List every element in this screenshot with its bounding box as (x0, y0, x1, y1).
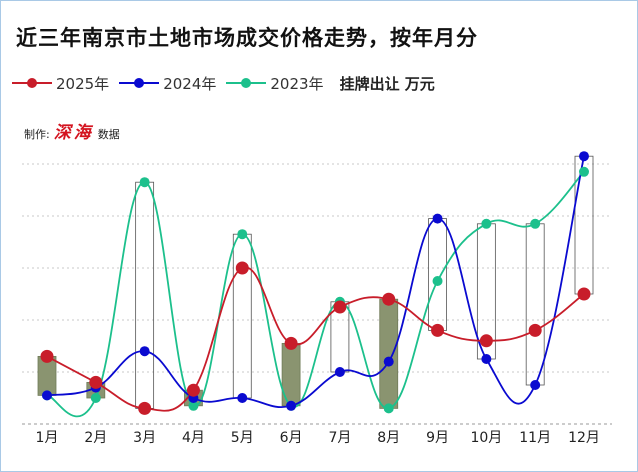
data-point-2025年 (431, 323, 445, 337)
data-point-2024年 (579, 151, 589, 162)
data-point-2025年 (382, 292, 396, 306)
credit-suffix: 数据 (97, 128, 120, 141)
data-point-2023年 (139, 177, 150, 188)
data-point-2025年 (479, 334, 493, 348)
data-point-2024年 (383, 356, 394, 367)
legend-swatch-2024 (119, 76, 160, 90)
range-box (232, 233, 252, 399)
data-point-2025年 (333, 300, 347, 314)
x-tick-label: 6月 (280, 430, 303, 446)
data-point-2025年 (284, 336, 298, 350)
legend-dot-2024 (134, 78, 145, 88)
legend-dot-2025 (27, 78, 37, 88)
data-point-2024年 (42, 390, 52, 401)
data-point-2024年 (530, 380, 541, 390)
range-box (525, 223, 545, 386)
data-point-2025年 (235, 261, 249, 275)
legend-label-2023: 2023年 (270, 74, 324, 93)
data-point-2025年 (40, 349, 54, 363)
x-tick-label: 3月 (133, 430, 156, 446)
data-point-2025年 (186, 383, 200, 397)
legend-note: 挂牌出让 万元 (339, 74, 435, 93)
x-tick-label: 2月 (84, 430, 107, 446)
data-point-2023年 (237, 229, 248, 240)
legend-dot-2023 (241, 78, 252, 88)
legend-item-2024[interactable]: 2024年 (119, 73, 216, 94)
x-tick-label: 12月 (568, 430, 600, 446)
data-point-2025年 (528, 323, 542, 337)
chart-title: 近三年南京市土地市场成交价格走势，按年月分 (16, 26, 478, 50)
legend-swatch-2023 (226, 76, 267, 90)
x-tick-label: 7月 (328, 430, 351, 446)
credit-brand: 深海 (53, 123, 94, 143)
data-point-2023年 (383, 403, 394, 414)
data-point-2024年 (432, 213, 443, 224)
x-tick-label: 10月 (470, 430, 502, 446)
data-point-2024年 (481, 354, 492, 364)
x-tick-label: 5月 (231, 430, 254, 446)
credit-prefix: 制作: (24, 128, 50, 141)
data-point-2023年 (188, 400, 199, 411)
x-tick-label: 11月 (519, 430, 551, 446)
legend-swatch-2025 (12, 76, 52, 90)
series-line-2023年 (46, 171, 585, 418)
legend: 2025年 2024年 2023年 挂牌出让 万元 (12, 72, 435, 94)
data-point-2023年 (530, 218, 541, 229)
range-box (379, 298, 399, 409)
legend-label-2024: 2024年 (163, 74, 217, 93)
series-line-2024年 (46, 156, 585, 408)
data-point-2025年 (577, 287, 591, 301)
data-point-2023年 (481, 218, 492, 229)
legend-item-2023[interactable]: 2023年 (226, 73, 324, 94)
range-box (428, 218, 447, 331)
data-point-2024年 (139, 346, 150, 357)
credit: 制作: 深海 数据 (24, 118, 120, 143)
legend-item-2025[interactable]: 2025年 (12, 73, 109, 94)
data-point-2024年 (334, 367, 345, 377)
data-point-2023年 (90, 393, 101, 403)
legend-label-2025: 2025年 (56, 74, 110, 93)
range-box (574, 155, 594, 295)
x-tick-label: 4月 (182, 430, 205, 446)
x-tick-label: 1月 (36, 430, 59, 446)
data-point-2025年 (138, 401, 152, 415)
x-tick-label: 9月 (426, 430, 449, 446)
data-point-2024年 (237, 393, 248, 403)
data-point-2023年 (432, 276, 443, 286)
data-point-2025年 (89, 375, 103, 389)
data-point-2024年 (286, 400, 297, 411)
data-point-2023年 (579, 166, 589, 177)
x-tick-label: 8月 (377, 430, 400, 446)
